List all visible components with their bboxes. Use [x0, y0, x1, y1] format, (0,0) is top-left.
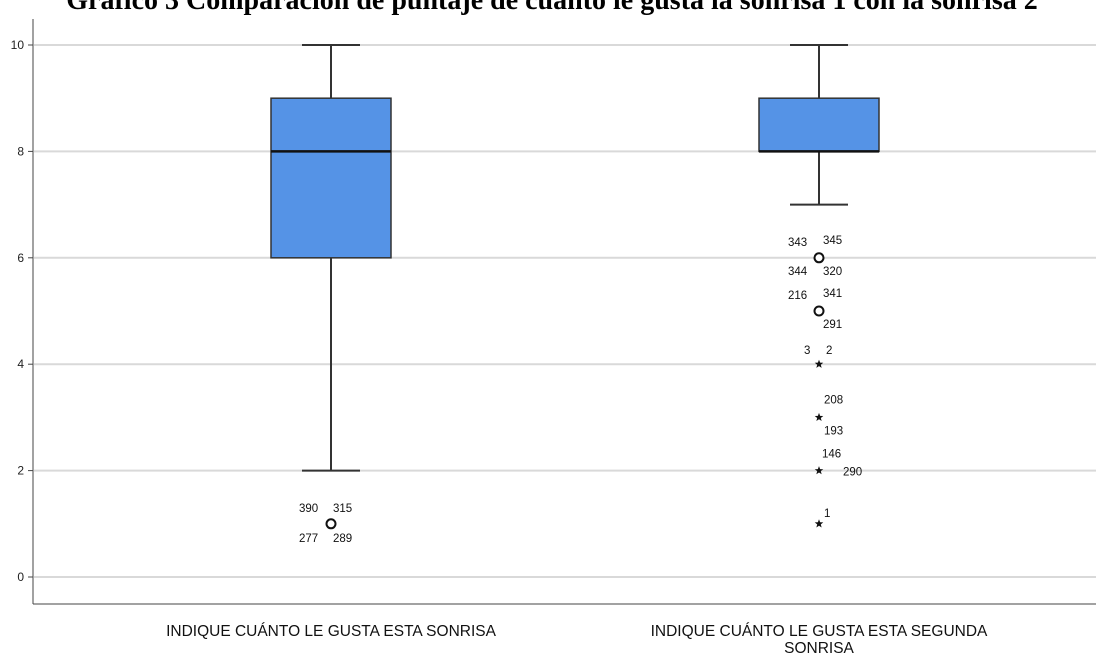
- category-label-2: SONRISA: [784, 640, 854, 657]
- outlier-circle-5: [813, 305, 825, 317]
- outlier-label: 345: [823, 235, 842, 247]
- box-group-1: 390 315 277 289: [270, 44, 392, 545]
- outlier-label: 291: [823, 319, 842, 331]
- outlier-star-4: [814, 359, 824, 368]
- grid-layer: [34, 44, 1096, 578]
- outlier-label: 343: [788, 237, 807, 249]
- y-tick-label-10: 10: [11, 38, 25, 52]
- outlier-label: 193: [824, 425, 843, 437]
- outlier-circle-1: [325, 518, 337, 530]
- category-labels: INDIQUE CUÁNTO LE GUSTA ESTA SONRISA INDI…: [166, 623, 988, 657]
- y-tick-label-4: 4: [17, 357, 24, 371]
- category-label-1: INDIQUE CUÁNTO LE GUSTA ESTA SONRISA: [166, 623, 497, 640]
- outlier-star-2: [814, 466, 824, 475]
- outlier-label: 277: [299, 533, 318, 545]
- outlier-label: 344: [788, 266, 808, 278]
- outlier-label: 290: [843, 467, 862, 479]
- y-tick-label-2: 2: [17, 464, 24, 478]
- outlier-label: 2: [826, 345, 832, 357]
- outlier-label: 289: [333, 533, 352, 545]
- outlier-label: 341: [823, 288, 842, 300]
- outlier-label: 390: [299, 503, 318, 515]
- chart-title: Gráfico 3 Comparación de puntaje de cuán…: [66, 0, 1037, 16]
- y-tick-label-6: 6: [17, 251, 24, 265]
- iqr-box: [270, 97, 392, 259]
- boxes: 390 315 277 289 343 345 344 320 216 341 291 3 2 208 19…: [270, 44, 880, 545]
- y-tick-label-0: 0: [17, 570, 24, 584]
- outlier-label: 315: [333, 503, 352, 515]
- y-tick-labels: 0 2 4 6 8 10: [11, 38, 33, 584]
- outlier-star-3: [814, 412, 824, 422]
- outlier-star-1: [814, 519, 824, 528]
- outlier-label: 1: [824, 508, 830, 520]
- outlier-label: 3: [804, 345, 810, 357]
- outlier-label: 146: [822, 449, 841, 461]
- category-label-2: INDIQUE CUÁNTO LE GUSTA ESTA SEGUNDA: [651, 623, 988, 640]
- outlier-label: 208: [824, 394, 843, 406]
- iqr-box: [758, 97, 880, 153]
- outlier-label: 216: [788, 290, 807, 302]
- y-tick-label-8: 8: [17, 144, 24, 158]
- outlier-circle-6: [813, 252, 825, 264]
- outlier-label: 320: [823, 266, 842, 278]
